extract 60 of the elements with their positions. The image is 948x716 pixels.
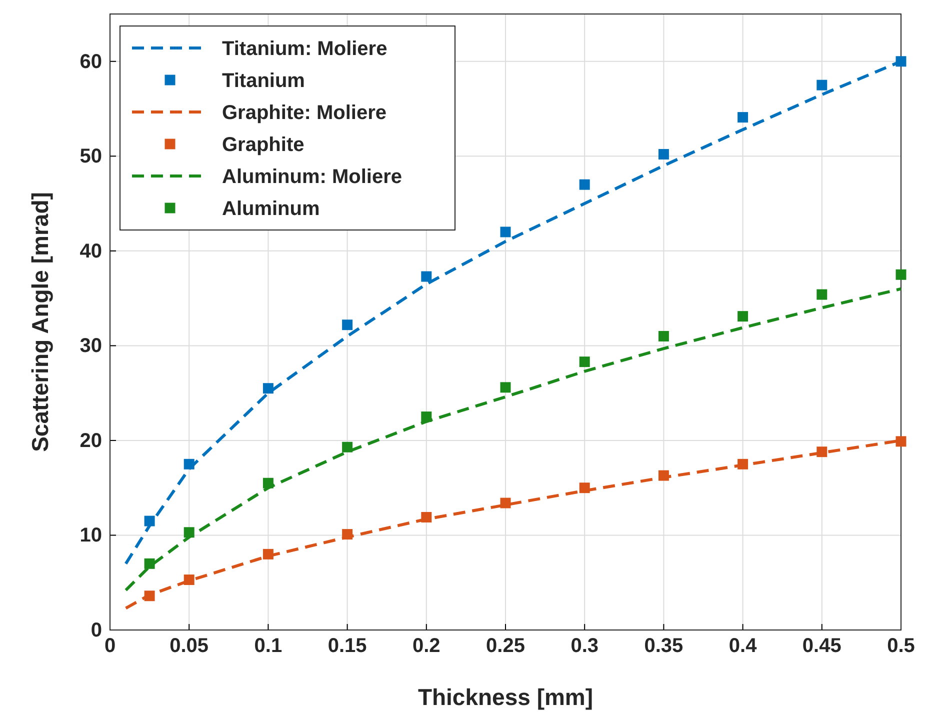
point xyxy=(579,356,590,368)
point xyxy=(144,558,155,569)
point xyxy=(896,56,906,67)
y-tick-label: 0 xyxy=(90,619,102,642)
point xyxy=(342,320,353,330)
point xyxy=(500,498,511,508)
y-tick-label: 20 xyxy=(80,430,102,452)
point xyxy=(342,529,353,540)
point xyxy=(500,226,511,238)
legend-label: Aluminum: Moliere xyxy=(222,166,402,188)
point xyxy=(658,149,669,160)
point xyxy=(144,516,155,526)
point xyxy=(262,478,274,488)
point xyxy=(579,179,590,190)
point xyxy=(184,574,194,586)
y-axis-title: Scattering Angle [mrad] xyxy=(27,192,53,452)
x-axis-title: Thickness [mm] xyxy=(418,684,594,710)
x-tick-label: 0 xyxy=(104,635,116,658)
x-tick-label: 0.35 xyxy=(644,635,684,658)
point xyxy=(262,383,274,394)
x-tick-label: 0.2 xyxy=(412,635,440,658)
line-series xyxy=(124,287,902,592)
point xyxy=(184,527,194,538)
y-tick-label: 10 xyxy=(80,524,102,547)
point xyxy=(500,382,511,393)
legend-label: Aluminum xyxy=(222,198,320,220)
point xyxy=(421,512,432,522)
legend-label: Graphite xyxy=(222,134,304,156)
x-tick-label: 0.5 xyxy=(887,635,915,658)
point xyxy=(896,436,906,447)
point xyxy=(658,330,669,342)
x-tick-label: 0.4 xyxy=(728,635,758,658)
point xyxy=(738,112,748,123)
point xyxy=(816,446,828,458)
point xyxy=(421,412,432,422)
legend-label: Titanium: Moliere xyxy=(222,38,388,60)
legend-label: Graphite: Moliere xyxy=(222,102,386,124)
x-tick-label: 0.15 xyxy=(328,635,367,658)
point xyxy=(738,311,748,322)
point xyxy=(144,590,155,602)
y-tick-label: 60 xyxy=(80,50,102,73)
point xyxy=(342,442,353,452)
point xyxy=(579,482,590,494)
x-tick-label: 0.1 xyxy=(254,635,282,658)
point xyxy=(816,289,828,300)
x-tick-label: 0.45 xyxy=(802,635,842,658)
x-tick-label: 0.3 xyxy=(570,635,599,658)
point xyxy=(816,80,828,90)
y-tick-label: 30 xyxy=(80,335,102,358)
point xyxy=(421,271,432,282)
x-tick-label: 0.05 xyxy=(170,635,209,658)
point xyxy=(738,458,748,470)
point xyxy=(896,269,906,280)
legend-label: Titanium xyxy=(222,70,305,92)
y-tick-label: 40 xyxy=(80,240,102,262)
x-tick-label: 0.25 xyxy=(486,635,525,658)
y-tick-label: 50 xyxy=(80,146,102,168)
point xyxy=(184,458,194,470)
point xyxy=(658,470,669,481)
point xyxy=(262,548,274,560)
